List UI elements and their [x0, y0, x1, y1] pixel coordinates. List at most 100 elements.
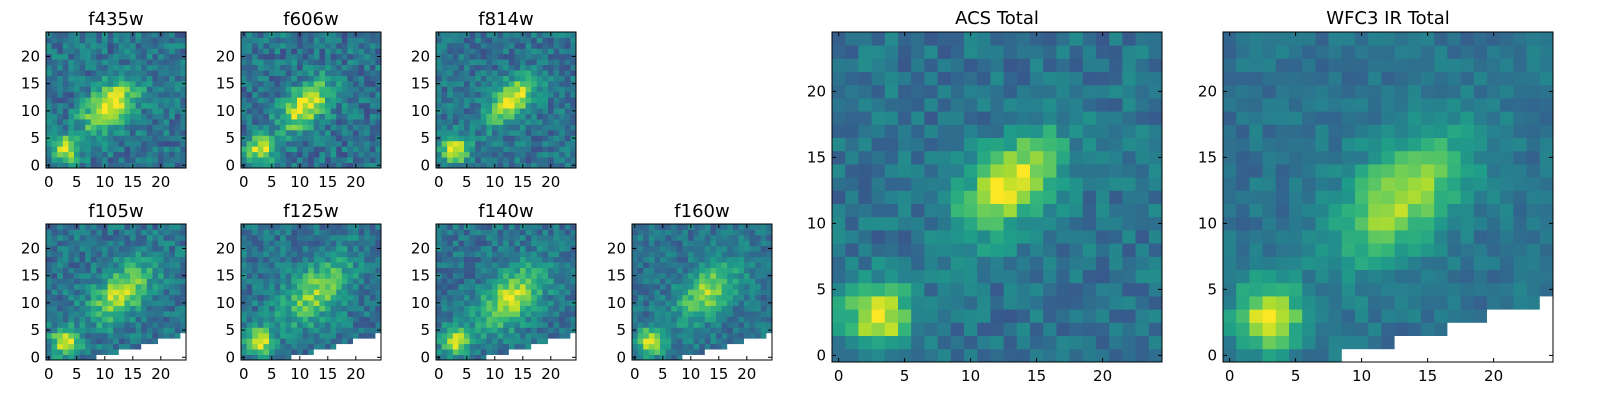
- heatmap-cell: [130, 146, 136, 153]
- heatmap-cell: [347, 262, 354, 268]
- heatmap-cell: [252, 311, 259, 317]
- heatmap-cell: [263, 332, 270, 339]
- heatmap-cell: [911, 269, 925, 284]
- heatmap-cell: [79, 305, 86, 312]
- heatmap-cell: [766, 332, 773, 339]
- heatmap-cell: [280, 48, 287, 55]
- heatmap-cell: [1069, 243, 1084, 257]
- heatmap-cell: [469, 113, 476, 120]
- heatmap-cell: [508, 267, 515, 274]
- heatmap-cell: [124, 321, 131, 328]
- heatmap-cell: [358, 53, 365, 60]
- heatmap-cell: [313, 289, 320, 296]
- heatmap-cell: [107, 70, 114, 76]
- heatmap-cell: [570, 157, 577, 163]
- heatmap-cell: [520, 102, 526, 109]
- heatmap-cell: [520, 53, 526, 60]
- heatmap-cell: [152, 251, 159, 258]
- heatmap-cell: [280, 135, 287, 142]
- heatmap-cell: [375, 157, 382, 163]
- heatmap-cell: [62, 119, 69, 125]
- heatmap-cell: [654, 240, 661, 247]
- heatmap-cell: [559, 129, 566, 136]
- heatmap-cell: [152, 305, 159, 312]
- heatmap-cell: [858, 269, 872, 284]
- heatmap-cell: [1109, 335, 1123, 350]
- heatmap-cell: [341, 37, 348, 44]
- heatmap-cell: [977, 296, 991, 310]
- heatmap-cell: [152, 229, 159, 236]
- heatmap-cell: [525, 124, 532, 131]
- heatmap-cell: [676, 300, 683, 306]
- heatmap-cell: [492, 113, 498, 120]
- heatmap-cell: [1030, 177, 1044, 191]
- heatmap-cell: [353, 129, 359, 136]
- heatmap-cell: [169, 224, 176, 230]
- heatmap-cell: [141, 327, 148, 334]
- heatmap-cell: [68, 124, 75, 131]
- heatmap-cell: [68, 75, 75, 82]
- heatmap-cell: [486, 42, 493, 49]
- heatmap-cell: [152, 113, 159, 120]
- heatmap-cell: [548, 59, 554, 66]
- heatmap-cell: [269, 278, 275, 285]
- heatmap-cell: [364, 327, 371, 334]
- heatmap-cell: [174, 146, 181, 153]
- heatmap-cell: [291, 267, 298, 274]
- heatmap-cell: [447, 124, 454, 131]
- heatmap-cell: [564, 91, 571, 98]
- heatmap-cell: [760, 343, 767, 350]
- heatmap-cell: [341, 229, 348, 236]
- heatmap-cell: [375, 48, 382, 55]
- heatmap-cell: [330, 332, 337, 339]
- heatmap-cell: [369, 129, 376, 136]
- heatmap-cell: [347, 327, 354, 334]
- heatmap-cell: [441, 135, 448, 142]
- heatmap-cell: [313, 97, 320, 104]
- heatmap-cell: [464, 86, 470, 93]
- heatmap-cell: [632, 229, 638, 236]
- heatmap-cell: [520, 278, 526, 285]
- heatmap-cell: [671, 289, 678, 296]
- heatmap-cell: [520, 119, 526, 125]
- heatmap-cell: [744, 245, 750, 252]
- heatmap-cell: [536, 343, 543, 350]
- heatmap-cell: [475, 245, 482, 252]
- heatmap-cell: [898, 164, 912, 178]
- heatmap-cell: [710, 262, 717, 268]
- heatmap-cell: [118, 321, 125, 328]
- heatmap-cell: [898, 216, 912, 231]
- heatmap-cell: [297, 119, 303, 125]
- heatmap-cell: [135, 135, 142, 142]
- heatmap-cell: [469, 240, 476, 247]
- heatmap-cell: [486, 140, 493, 147]
- heatmap-cell: [85, 283, 92, 290]
- heatmap-cell: [269, 316, 275, 323]
- heatmap-cell: [358, 42, 365, 49]
- heatmap-cell: [319, 338, 326, 345]
- heatmap-cell: [760, 294, 767, 301]
- heatmap-cell: [436, 240, 442, 247]
- heatmap-cell: [570, 262, 577, 268]
- heatmap-cell: [553, 354, 560, 361]
- heatmap-cell: [280, 70, 287, 76]
- heatmap-cell: [469, 283, 476, 290]
- heatmap-cell: [336, 224, 343, 230]
- heatmap-cell: [124, 327, 131, 334]
- heatmap-cell: [950, 230, 965, 244]
- heatmap-cell: [632, 289, 638, 296]
- heatmap-cell: [665, 321, 672, 328]
- heatmap-cell: [469, 102, 476, 109]
- heatmap-cell: [1003, 296, 1018, 310]
- heatmap-cell: [1016, 282, 1031, 297]
- heatmap-cell: [632, 311, 638, 317]
- heatmap-cell: [475, 294, 482, 301]
- heatmap-cell: [671, 338, 678, 345]
- heatmap-cell: [464, 75, 470, 82]
- heatmap-cell: [107, 119, 114, 125]
- heatmap-cell: [246, 162, 253, 169]
- heatmap-cell: [308, 316, 315, 323]
- heatmap-cell: [113, 146, 120, 153]
- heatmap-cell: [536, 327, 543, 334]
- heatmap-cell: [637, 229, 644, 236]
